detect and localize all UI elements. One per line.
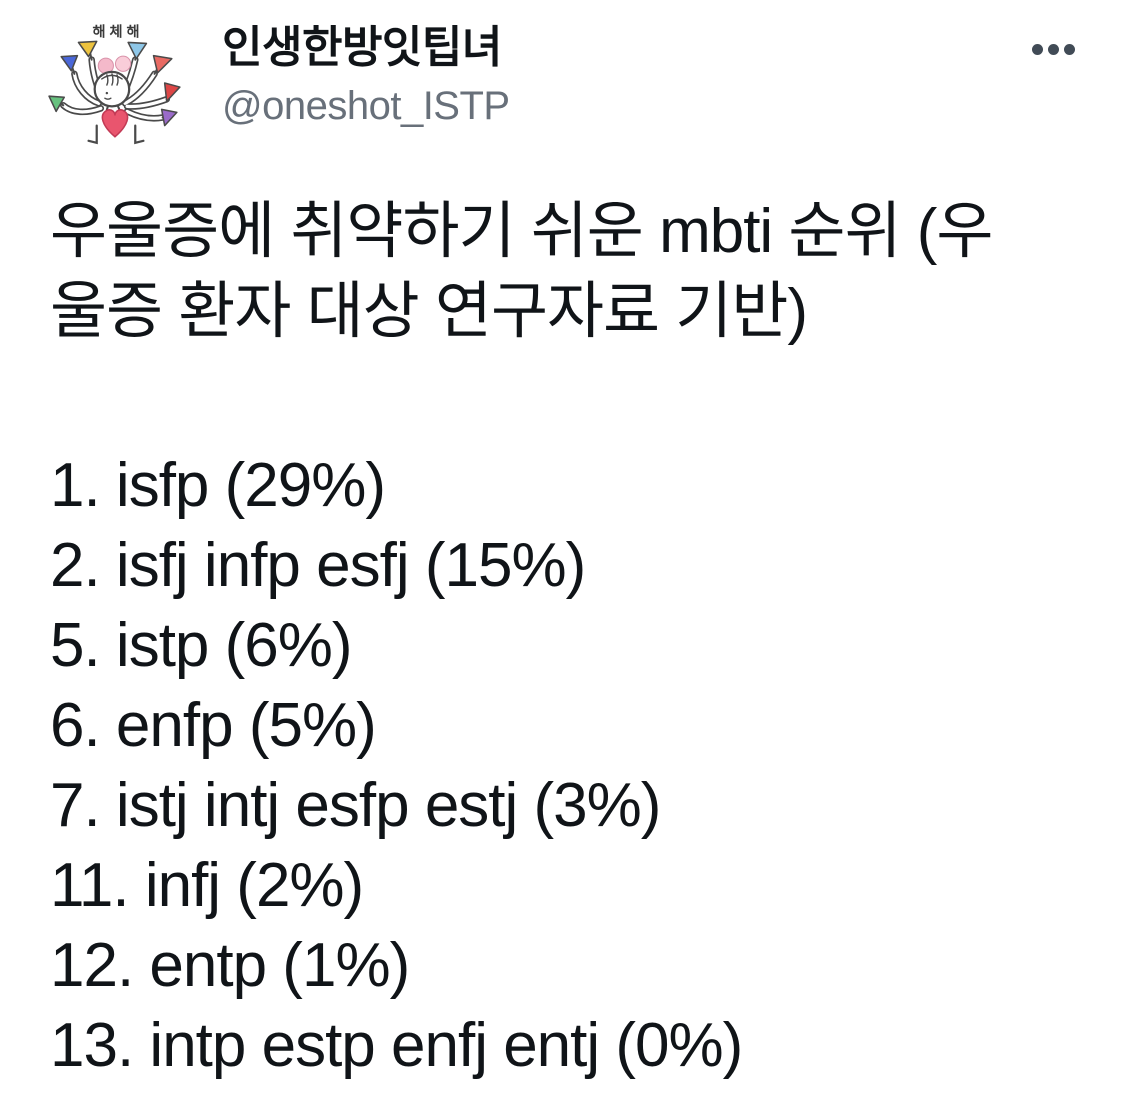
ranking-item: 11. infj (2%)	[50, 851, 364, 920]
account-info[interactable]: 인생한방잇팁녀 @oneshot_ISTP	[222, 12, 510, 129]
lightblue-flag-icon	[127, 41, 148, 60]
ranking-item: 7. istj intj esfp estj (3%)	[50, 771, 661, 840]
avatar-face	[104, 91, 112, 100]
more-options-button[interactable]	[1032, 12, 1075, 55]
avatar-flags	[48, 40, 181, 127]
more-icon	[1064, 44, 1075, 55]
avatar-head	[93, 70, 131, 108]
tweet-title-line-1: 우울증에 취약하기 쉬운 mbti 순위 (우	[50, 197, 993, 266]
display-name[interactable]: 인생한방잇팁녀	[222, 23, 502, 72]
red-flag-icon	[163, 82, 181, 103]
blue-flag-icon	[60, 54, 79, 72]
ranking-item: 5. istp (6%)	[50, 611, 353, 680]
avatar[interactable]: 해 체 해	[46, 12, 188, 154]
more-icon	[1048, 44, 1059, 55]
heart-icon	[101, 109, 129, 138]
pink-red-flag-icon	[152, 54, 173, 74]
account-handle[interactable]: @oneshot_ISTP	[222, 84, 510, 129]
more-icon	[1032, 44, 1043, 55]
ranking-item: 13. intp estp enfj entj (0%)	[50, 1011, 743, 1080]
purple-flag-icon	[160, 108, 178, 127]
ranking-item: 1. isfp (29%)	[50, 451, 386, 520]
tweet-text: 우울증에 취약하기 쉬운 mbti 순위 (우 울증 환자 대상 연구자료 기반…	[0, 154, 1125, 1086]
avatar-caption: 해 체 해	[92, 24, 139, 40]
avatar-hair	[101, 73, 123, 86]
ranking-item: 6. enfp (5%)	[50, 691, 377, 760]
ranking-item: 2. isfj infp esfj (15%)	[50, 531, 586, 600]
avatar-drawing-icon: 해 체 해	[48, 24, 181, 145]
ranking-item: 12. entp (1%)	[50, 931, 410, 1000]
avatar-legs	[87, 124, 145, 145]
yellow-flag-icon	[77, 40, 98, 58]
avatar-bun-right	[114, 55, 132, 72]
tweet-header: 해 체 해	[0, 0, 1125, 154]
green-flag-icon	[48, 95, 66, 113]
mbti-ranking-list: 1. isfp (29%) 2. isfj infp esfj (15%) 5.…	[50, 446, 1075, 1086]
tweet-title-line-2: 울증 환자 대상 연구자료 기반)	[50, 277, 808, 346]
